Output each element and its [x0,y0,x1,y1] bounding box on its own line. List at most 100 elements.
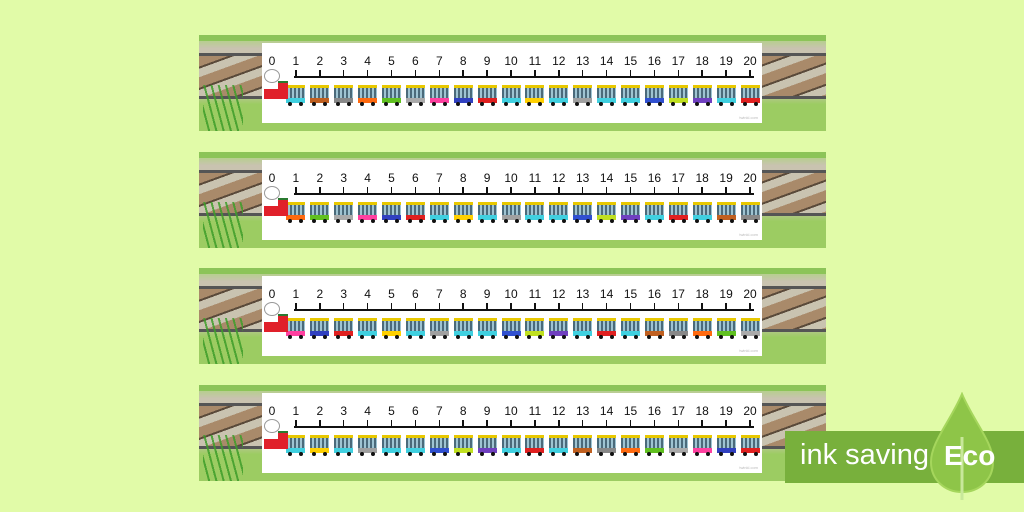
tick-mark [653,187,656,194]
train-carriage [573,85,593,106]
number-label: 19 [719,404,733,418]
train-carriage [525,318,545,339]
tick-mark [629,70,632,77]
number-label: 5 [388,171,395,185]
train-carriage [549,435,569,456]
tick-mark [486,420,488,427]
tick-mark [749,420,751,427]
tick-mark [319,420,321,427]
train-carriage [644,318,664,339]
tick-mark [510,303,512,310]
tick-mark [319,303,321,310]
number-label: 16 [647,404,662,418]
number-line-strip: 0 1 2 3 4 5 6 7 8 9 10 11 12 13 14 15 16 17 18 19 20 twinkl.c… [199,385,826,481]
tick-mark [677,70,680,77]
number-label: 20 [743,171,757,185]
train-carriage [501,318,521,339]
number-label: 15 [623,54,638,68]
number-label: 17 [671,54,685,68]
tick-mark [558,420,560,427]
number-line-axis [294,76,754,78]
number-label: 15 [623,171,638,185]
tick-mark [438,70,441,77]
train-carriage [453,85,473,106]
credit-text: twinkl.com [739,465,758,470]
number-label: 4 [364,54,371,68]
train-carriage [429,85,449,106]
train-carriage [501,435,521,456]
eco-label: Eco [944,440,996,471]
number-label: 14 [599,287,614,301]
number-label: 18 [695,287,709,301]
train-carriage [477,318,497,339]
number-label: 3 [340,287,348,301]
number-label: 12 [552,287,566,301]
number-label: 11 [528,54,542,68]
tick-mark [438,187,441,194]
tick-mark [749,70,751,77]
train-carriage [334,435,354,456]
number-label: 14 [599,54,614,68]
tick-mark [462,420,464,427]
number-label: 12 [552,54,566,68]
leaf-icon [929,392,995,500]
number-label: 8 [459,287,467,301]
number-line-axis [294,193,754,195]
number-label: 6 [412,171,419,185]
train-carriage [692,202,712,223]
train-carriage [621,202,640,223]
number-line-strip: 0 1 2 3 4 5 6 7 8 9 10 11 12 13 14 15 16 17 18 19 20 twinkl.c… [199,268,826,364]
tick-mark [677,303,680,310]
tick-mark [486,303,488,310]
number-label: 11 [528,287,542,301]
train-carriage [382,85,401,106]
tick-mark [342,420,345,427]
train-carriage [405,85,425,106]
train-carriage [429,202,449,223]
train-carriage [549,318,569,339]
train-carriage [740,202,760,223]
train-engine-icon [264,302,288,334]
tick-mark [414,303,417,310]
number-label: 15 [623,287,638,301]
number-label: 17 [671,171,685,185]
grass [203,85,243,131]
number-label: 16 [647,54,662,68]
train-carriage [621,318,640,339]
number-label: 6 [412,54,419,68]
tick-mark [366,187,369,194]
number-label: 5 [388,287,395,301]
tick-mark [725,303,727,310]
number-label: 19 [719,287,733,301]
train-carriage [382,435,401,456]
number-label: 3 [340,54,348,68]
number-label: 4 [364,171,371,185]
number-line-strip: 0 1 2 3 4 5 6 7 8 9 10 11 12 13 14 15 16 17 18 19 20 twinkl.c… [199,35,826,131]
grass [203,202,243,248]
number-label: 6 [412,404,419,418]
train-carriage [501,85,521,106]
train-carriage [453,318,473,339]
train-carriage [310,435,330,456]
train-carriage [334,318,354,339]
tick-mark [462,187,464,194]
train-engine-icon [264,419,288,451]
rail-track [756,170,826,216]
tick-mark [701,303,703,310]
credit-text: twinkl.com [739,115,758,120]
number-label: 5 [388,54,395,68]
tick-mark [534,303,536,310]
tick-mark [319,70,321,77]
number-label: 16 [647,287,662,301]
grass [203,435,243,481]
number-label: 13 [576,404,590,418]
train-carriage [358,85,378,106]
number-label: 7 [435,54,443,68]
train-carriage [597,435,617,456]
tick-mark [749,303,751,310]
train-carriage [573,435,593,456]
number-label: 0 [268,404,276,418]
tick-mark [534,187,536,194]
tick-mark [605,70,608,77]
number-label: 13 [576,287,590,301]
